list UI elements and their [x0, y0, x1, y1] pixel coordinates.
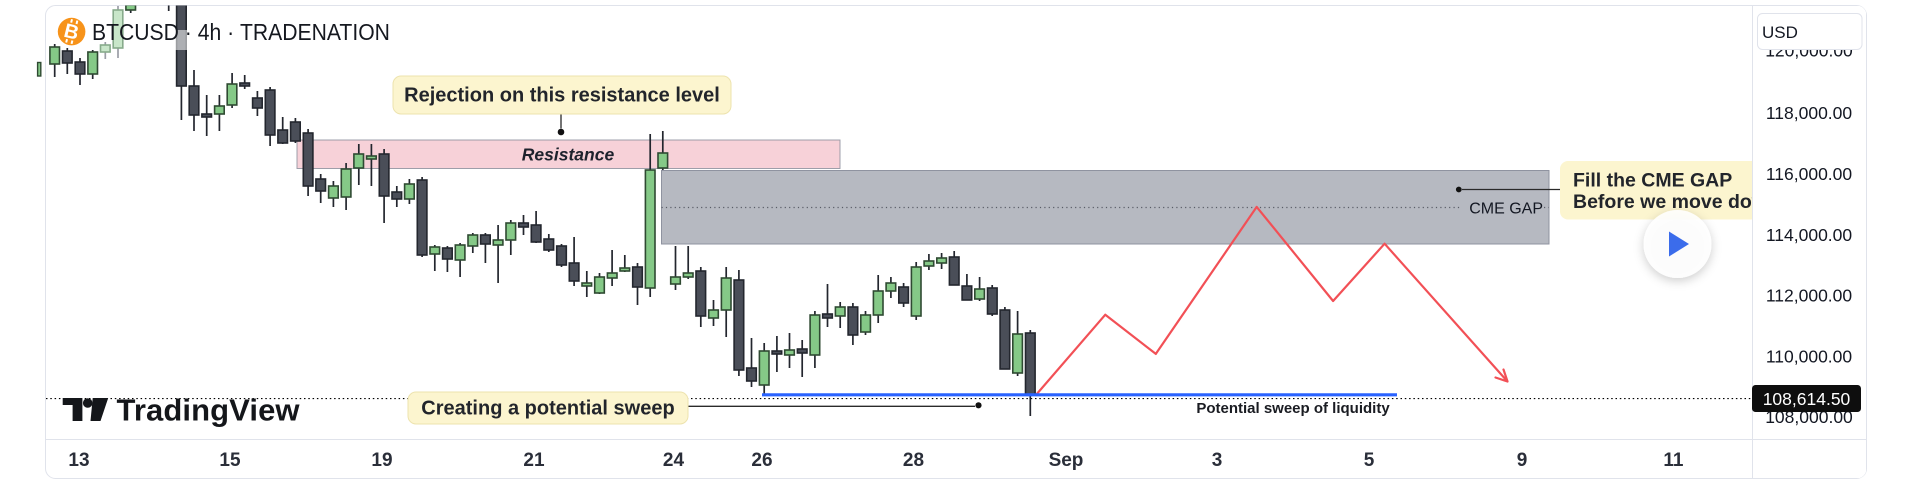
svg-text:CME GAP: CME GAP: [1469, 201, 1543, 218]
svg-text:26: 26: [751, 450, 772, 471]
svg-text:Creating a potential sweep: Creating a potential sweep: [421, 398, 674, 420]
svg-text:TradingView: TradingView: [117, 393, 301, 428]
svg-text:Potential sweep of liquidity: Potential sweep of liquidity: [1196, 400, 1390, 417]
svg-text:114,000.00: 114,000.00: [1766, 225, 1853, 245]
svg-text:USD: USD: [1762, 23, 1798, 42]
svg-text:BTCUSD · 4h · TRADENATION: BTCUSD · 4h · TRADENATION: [92, 19, 390, 45]
svg-text:Fill the CME GAP: Fill the CME GAP: [1573, 170, 1732, 192]
svg-text:108,614.50: 108,614.50: [1763, 389, 1851, 409]
svg-text:116,000.00: 116,000.00: [1766, 164, 1853, 184]
svg-text:Before we move down: Before we move down: [1573, 191, 1779, 213]
svg-text:Resistance: Resistance: [522, 145, 615, 165]
svg-text:B: B: [62, 20, 81, 45]
svg-text:19: 19: [371, 450, 392, 471]
svg-text:11: 11: [1663, 450, 1684, 471]
svg-text:Sep: Sep: [1049, 450, 1084, 471]
svg-text:15: 15: [219, 450, 241, 471]
svg-text:Rejection on this resistance l: Rejection on this resistance level: [404, 85, 720, 107]
svg-text:5: 5: [1364, 450, 1375, 471]
svg-text:3: 3: [1212, 450, 1223, 471]
svg-text:24: 24: [663, 450, 685, 471]
svg-text:9: 9: [1517, 450, 1528, 471]
svg-text:112,000.00: 112,000.00: [1766, 286, 1853, 306]
svg-text:110,000.00: 110,000.00: [1766, 346, 1853, 366]
svg-text:13: 13: [68, 450, 89, 471]
svg-text:21: 21: [523, 450, 545, 471]
svg-text:28: 28: [903, 450, 924, 471]
svg-text:108,000.00: 108,000.00: [1765, 407, 1853, 427]
svg-text:118,000.00: 118,000.00: [1766, 103, 1853, 123]
